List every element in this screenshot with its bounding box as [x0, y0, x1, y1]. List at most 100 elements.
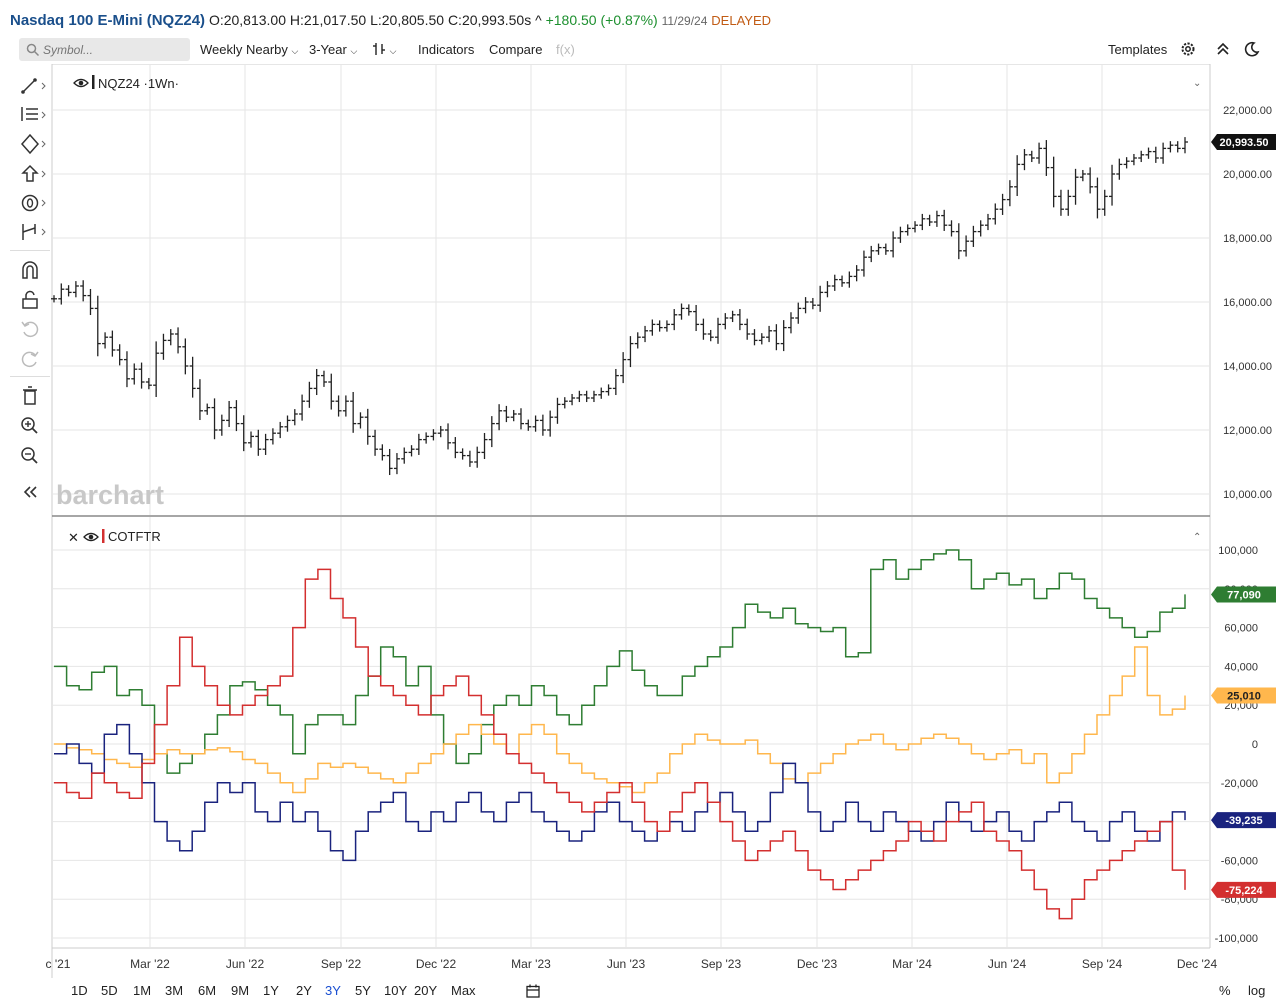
calendar-icon[interactable] [526, 984, 540, 998]
ohlc-bar [926, 214, 933, 227]
compare-button[interactable]: Compare [489, 42, 543, 57]
cot-line-green [54, 549, 1186, 774]
ohlc-bar [175, 327, 182, 354]
ohlc-bar [707, 329, 714, 342]
ohlc-bar [569, 393, 576, 406]
ohlc-bar [328, 373, 335, 410]
ohlc-bar [933, 210, 940, 227]
ohlc-bar [1043, 140, 1050, 176]
chart-canvas[interactable]: barchart NQZ24 ·1Wn· ⌄ ✕ COTFTR ⌃ 22,000… [0, 64, 1280, 978]
delayed-badge: DELAYED [711, 13, 772, 28]
magnet-icon[interactable] [18, 258, 46, 282]
ohlc-bar [963, 235, 970, 257]
ohlc-bar [839, 275, 846, 287]
symbol-title[interactable]: Nasdaq 100 E-Mini (NQZ24) [10, 12, 206, 29]
range-button-10y[interactable]: 10Y [384, 983, 408, 998]
ohlc-bar [1065, 189, 1072, 216]
function-button[interactable]: f(x) [556, 42, 575, 57]
ohlc-bar [189, 356, 196, 398]
cot-tick-label: 100,000 [1218, 545, 1258, 557]
range-button-max[interactable]: Max [451, 983, 476, 998]
ohlc-bar [255, 429, 262, 456]
eye-icon[interactable] [83, 532, 99, 542]
range-button-1d[interactable]: 1D [71, 983, 88, 998]
x-tick-label: Sep '23 [701, 957, 742, 971]
bar-type-dropdown[interactable]: ⌵ [372, 42, 396, 57]
fib-tool-icon[interactable] [18, 103, 46, 127]
ohlc-bar [488, 416, 495, 448]
range-button-6m[interactable]: 6M [198, 983, 217, 998]
ohlc-bar [211, 398, 218, 440]
ohlc-bar [758, 333, 765, 345]
ohlc-bar [605, 384, 612, 396]
ohlc-bar [240, 415, 247, 452]
range-button-5y[interactable]: 5Y [355, 983, 371, 998]
pane-menu-icon[interactable]: ⌄ [1193, 78, 1201, 89]
lock-icon[interactable] [18, 288, 46, 312]
range-button-1y[interactable]: 1Y [263, 983, 279, 998]
percent-toggle[interactable]: % [1219, 983, 1231, 998]
close-pane-icon[interactable]: ✕ [68, 530, 79, 545]
collapse-toolbar-icon[interactable] [18, 480, 46, 504]
shape-tool-icon[interactable] [18, 132, 46, 156]
arrow-tool-icon[interactable] [18, 162, 46, 186]
eye-icon[interactable] [73, 78, 89, 88]
time-axis[interactable]: c '21 Mar '22 Jun '22 Sep '22 Dec '22 Mar '23… [46, 957, 1218, 971]
range-button-2y[interactable]: 2Y [296, 983, 312, 998]
ohlc-bar [590, 390, 597, 403]
ohlc-bar [109, 330, 116, 357]
log-toggle[interactable]: log [1248, 983, 1266, 998]
zoom-out-icon[interactable] [18, 444, 46, 468]
ohlc-bar [1072, 168, 1079, 205]
range-button-9m[interactable]: 9M [231, 983, 250, 998]
quote-title: Nasdaq 100 E-Mini (NQZ24) O:20,813.00 H:… [10, 12, 771, 29]
range-dropdown[interactable]: 3-Year ⌵ [309, 42, 357, 57]
ohlc-bar [598, 387, 605, 399]
undo-icon[interactable] [18, 317, 46, 341]
ohlc-bar [1167, 141, 1174, 153]
range-button-20y[interactable]: 20Y [414, 983, 438, 998]
ohlc-bar [780, 320, 787, 352]
indicators-button[interactable]: Indicators [418, 42, 475, 57]
ohlc-bar [72, 281, 79, 298]
ohlc-bar [970, 225, 977, 247]
period-dropdown[interactable]: Weekly Nearby ⌵ [200, 42, 298, 57]
range-button-3y[interactable]: 3Y [325, 983, 341, 998]
collapse-up-icon[interactable] [1216, 42, 1230, 56]
range-button-5d[interactable]: 5D [101, 983, 118, 998]
ohlc-bar [1152, 146, 1159, 163]
ohlc-bar [1014, 155, 1021, 197]
ohlc-bar [1057, 189, 1064, 216]
last-value-badges: 20,993.50 77,090 25,010 -39,235 -75,224 [1211, 134, 1276, 898]
ohlc-bar [481, 432, 488, 460]
price-series-label[interactable]: NQZ24 ·1Wn· [98, 76, 179, 91]
price-axis[interactable]: 22,000.00 20,000.00 18,000.00 16,000.00 14,0… [1223, 105, 1272, 501]
x-tick-label: Dec '23 [797, 957, 838, 971]
ohlc-bar [80, 280, 87, 302]
line-tool-icon[interactable] [18, 74, 46, 98]
zoom-in-icon[interactable] [18, 414, 46, 438]
ohlc-bar [868, 245, 875, 263]
pane-collapse-icon[interactable]: ⌃ [1193, 532, 1201, 543]
symbol-search[interactable] [19, 38, 190, 61]
range-button-1m[interactable]: 1M [133, 983, 152, 998]
ohlc-bar [196, 379, 203, 421]
cot-tick-label: -100,000 [1215, 933, 1258, 945]
templates-button[interactable]: Templates [1108, 42, 1168, 57]
ohlc-bar [364, 408, 371, 445]
search-input[interactable] [43, 41, 183, 58]
x-tick-label: Jun '24 [988, 957, 1027, 971]
ohlc-bar [561, 397, 568, 409]
change-value: +180.50 (+0.87%) [545, 12, 658, 28]
ohlc-bar [233, 400, 240, 432]
range-bar: 1D 5D 1M 3M 6M 9M 1Y 2Y 3Y 5Y 10Y 20Y Max % log [0, 978, 1280, 1004]
cot-series-label[interactable]: COTFTR [108, 529, 161, 544]
measure-tool-icon[interactable] [18, 220, 46, 244]
redo-icon[interactable] [18, 347, 46, 371]
trash-icon[interactable] [18, 384, 46, 408]
ohlc-bar [277, 421, 284, 439]
range-button-3m[interactable]: 3M [165, 983, 184, 998]
dark-mode-icon[interactable] [1244, 41, 1260, 57]
gear-icon[interactable] [1180, 41, 1196, 57]
annotation-tool-icon[interactable] [18, 191, 46, 215]
